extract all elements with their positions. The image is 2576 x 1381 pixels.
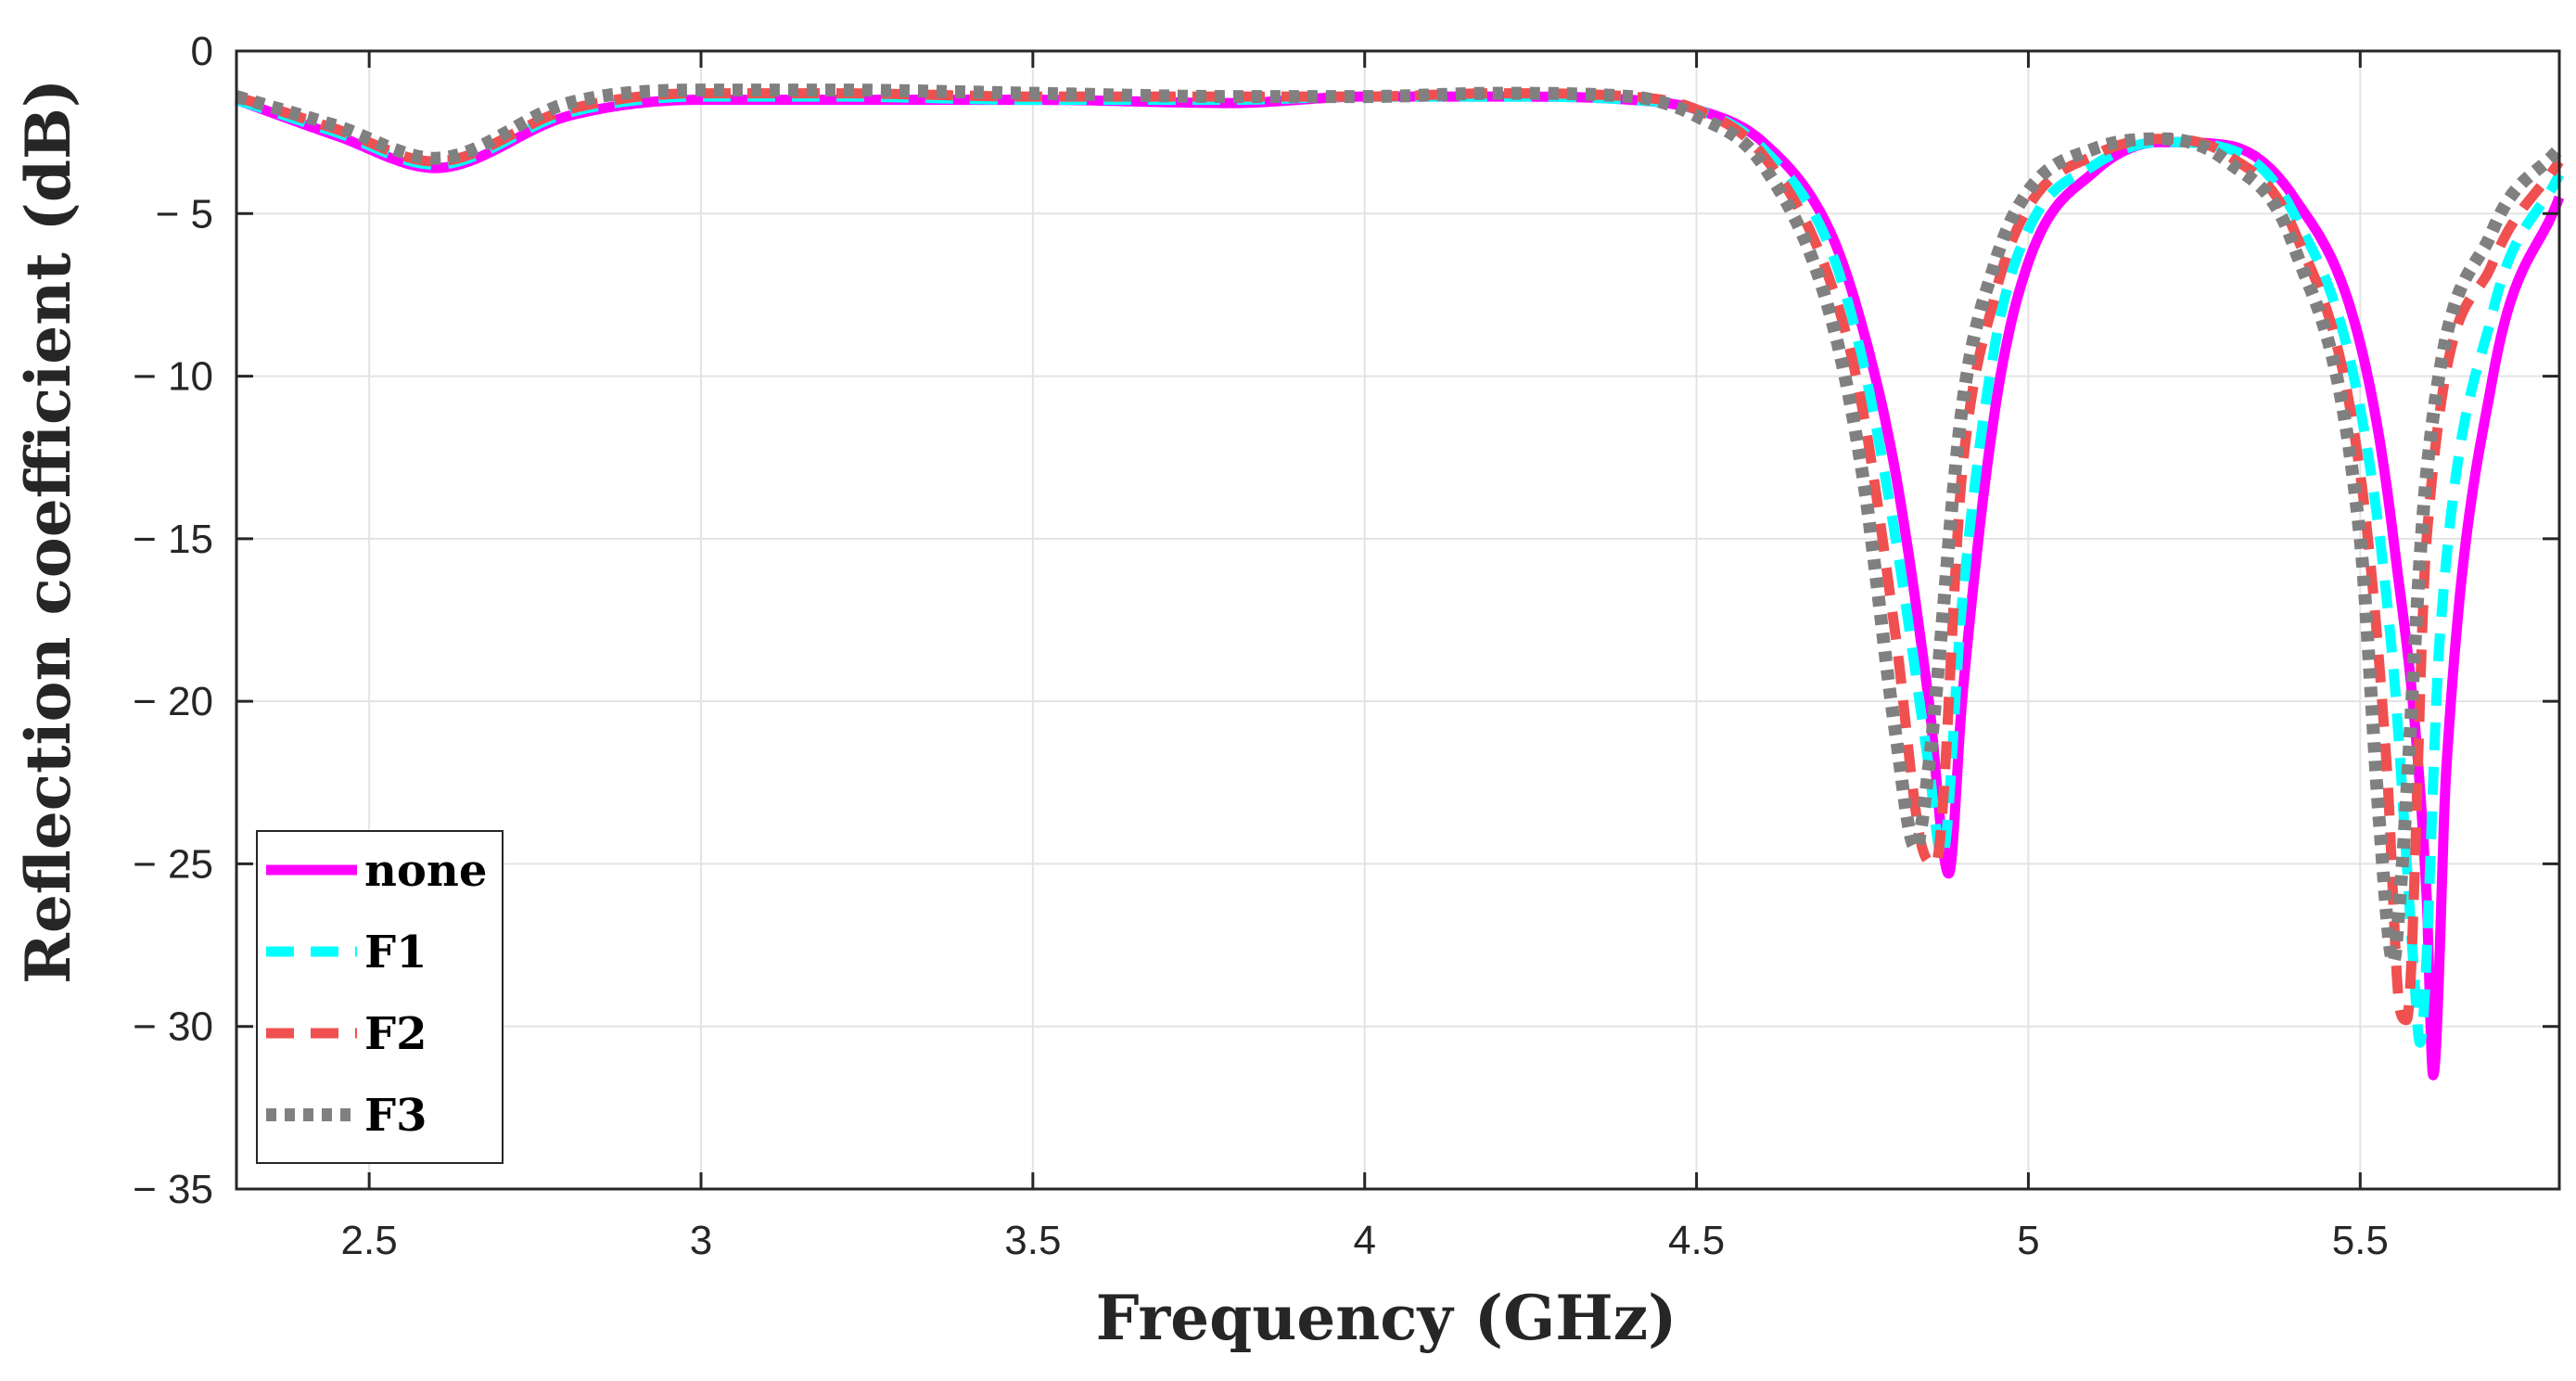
axis-ticks [236, 49, 2559, 1191]
x-tick-labels: 2.5 3 3.5 4 4.5 5 5.5 [341, 1218, 2389, 1263]
y-tick-labels: 0 − 5 − 10 − 15 − 20 − 25 − 30 − 35 [133, 29, 213, 1212]
x-axis-title: Frequency (GHz) [1096, 1282, 1677, 1354]
series-lines [234, 83, 2565, 1081]
axes-frame [235, 49, 2561, 1191]
y-tick-label: − 30 [133, 1004, 213, 1050]
legend-box [256, 830, 504, 1164]
legend-label-f3: F3 [364, 1090, 427, 1142]
legend: none F1 F2 F3 [256, 830, 504, 1164]
y-tick-label: − 5 [156, 191, 213, 237]
y-tick-label: − 25 [133, 841, 213, 887]
x-tick-label: 5 [2017, 1218, 2039, 1263]
legend-items: none F1 F2 F3 [266, 845, 487, 1142]
x-tick-label: 5.5 [2332, 1218, 2389, 1263]
x-tick-label: 2.5 [341, 1218, 398, 1263]
x-tick-label: 4 [1353, 1218, 1375, 1263]
x-tick-label: 4.5 [1668, 1218, 1725, 1263]
legend-label-f1: F1 [364, 927, 427, 978]
legend-label-none: none [364, 845, 487, 897]
y-tick-label: − 20 [133, 679, 213, 724]
y-tick-label: − 35 [133, 1167, 213, 1212]
y-axis-title: Reflection coefficient (dB) [12, 79, 84, 984]
plot-area [236, 51, 2559, 1189]
x-tick-label: 3.5 [1004, 1218, 1061, 1263]
series-line-f1 [235, 91, 2564, 1048]
y-tick-label: − 10 [133, 354, 213, 400]
y-tick-label: 0 [191, 29, 213, 74]
legend-label-f2: F2 [364, 1008, 427, 1060]
series-line-none [235, 91, 2565, 1081]
x-tick-label: 3 [690, 1218, 712, 1263]
y-tick-label: − 15 [133, 517, 213, 562]
series-line-f3 [234, 83, 2565, 968]
series-line-f2 [235, 88, 2564, 1026]
